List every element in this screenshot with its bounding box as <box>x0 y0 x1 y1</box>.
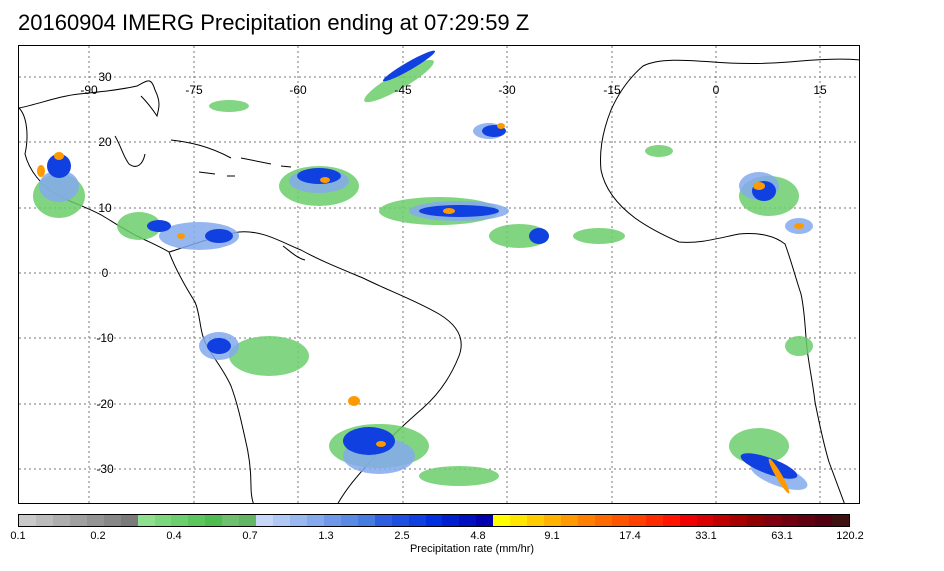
lat-label: 0 <box>102 266 109 280</box>
colorbar-tick: 17.4 <box>619 530 641 542</box>
colorbar-swatch <box>188 515 206 526</box>
colorbar-swatch <box>256 515 274 526</box>
colorbar-swatch <box>171 515 189 526</box>
colorbar-swatch <box>764 515 782 526</box>
colorbar-tick: 0.1 <box>10 530 26 542</box>
colorbar-swatch <box>86 515 104 526</box>
colorbar-tick: 2.5 <box>394 530 410 542</box>
map-title: 20160904 IMERG Precipitation ending at 0… <box>18 10 530 35</box>
colorbar-swatch <box>52 515 70 526</box>
colorbar-swatch <box>103 515 121 526</box>
colorbar-tick: 9.1 <box>544 530 560 542</box>
graticule <box>19 46 859 503</box>
colorbar-swatch <box>781 515 799 526</box>
colorbar-swatch <box>290 515 307 526</box>
colorbar-tick: 33.1 <box>695 530 717 542</box>
lat-label: -10 <box>96 331 114 345</box>
colorbar-swatch <box>340 515 358 526</box>
longitude-labels: -90 -75 -60 -45 -30 -15 0 15 <box>80 83 827 97</box>
colorbar-swatch <box>662 515 680 526</box>
colorbar-swatch <box>222 515 240 526</box>
colorbar-tick: 1.3 <box>318 530 334 542</box>
lat-label: -20 <box>96 397 114 411</box>
lon-label: -45 <box>394 83 412 97</box>
lon-label: -60 <box>289 83 307 97</box>
colorbar-swatch <box>306 515 324 526</box>
colorbar-swatch <box>561 515 578 526</box>
colorbar-swatch <box>19 515 36 526</box>
colorbar-swatch <box>442 515 460 526</box>
colorbar-swatch <box>832 515 849 526</box>
lon-label: -15 <box>603 83 621 97</box>
colorbar-swatch <box>611 515 629 526</box>
colorbar-swatch <box>696 515 714 526</box>
map-canvas: -90 -75 -60 -45 -30 -15 0 15 30 20 10 0 … <box>19 46 859 503</box>
colorbar-swatch <box>815 515 832 526</box>
colorbar-swatch <box>35 515 53 526</box>
colorbar <box>18 514 850 527</box>
colorbar-tick: 0.2 <box>90 530 106 542</box>
lat-label: 30 <box>98 70 112 84</box>
colorbar-swatch <box>374 515 392 526</box>
colorbar-swatch <box>408 515 426 526</box>
lon-label: -75 <box>185 83 203 97</box>
colorbar-swatch <box>544 515 561 526</box>
colorbar-swatch <box>391 515 409 526</box>
colorbar-swatch <box>493 515 511 526</box>
colorbar-swatch <box>679 515 697 526</box>
colorbar-swatch <box>120 515 138 526</box>
colorbar-swatch <box>713 515 731 526</box>
colorbar-swatch <box>577 515 595 526</box>
lon-label: -90 <box>80 83 98 97</box>
colorbar-swatch <box>239 515 257 526</box>
lat-label: 10 <box>98 201 112 215</box>
lat-label: -30 <box>96 462 114 476</box>
colorbar-swatch <box>798 515 816 526</box>
colorbar-swatch <box>459 515 477 526</box>
precipitation-field <box>33 50 813 494</box>
colorbar-swatch <box>510 515 528 526</box>
colorbar-swatch <box>628 515 646 526</box>
colorbar-swatch <box>205 515 223 526</box>
lat-label: 20 <box>98 135 112 149</box>
colorbar-swatch <box>69 515 87 526</box>
lon-label: -30 <box>498 83 516 97</box>
colorbar-swatch <box>527 515 545 526</box>
colorbar-tick-labels: 0.1 0.2 0.4 0.7 1.3 2.5 4.8 9.1 17.4 33.… <box>0 530 944 544</box>
colorbar-tick: 0.7 <box>242 530 258 542</box>
lon-label: 15 <box>813 83 827 97</box>
colorbar-swatch <box>273 515 290 526</box>
precipitation-map: -90 -75 -60 -45 -30 -15 0 15 30 20 10 0 … <box>18 45 860 504</box>
colorbar-swatch <box>730 515 748 526</box>
colorbar-swatch <box>323 515 341 526</box>
colorbar-swatch <box>137 515 155 526</box>
colorbar-tick: 0.4 <box>166 530 182 542</box>
colorbar-swatch <box>154 515 172 526</box>
colorbar-tick: 4.8 <box>470 530 486 542</box>
colorbar-swatch <box>476 515 494 526</box>
colorbar-swatch <box>425 515 443 526</box>
colorbar-swatch <box>594 515 612 526</box>
lon-label: 0 <box>713 83 720 97</box>
colorbar-tick: 120.2 <box>836 530 864 542</box>
latitude-labels: 30 20 10 0 -10 -20 -30 <box>96 70 114 476</box>
colorbar-tick: 63.1 <box>771 530 793 542</box>
colorbar-swatch <box>357 515 375 526</box>
colorbar-title: Precipitation rate (mm/hr) <box>409 543 535 555</box>
colorbar-swatch <box>747 515 765 526</box>
colorbar-swatch <box>645 515 663 526</box>
